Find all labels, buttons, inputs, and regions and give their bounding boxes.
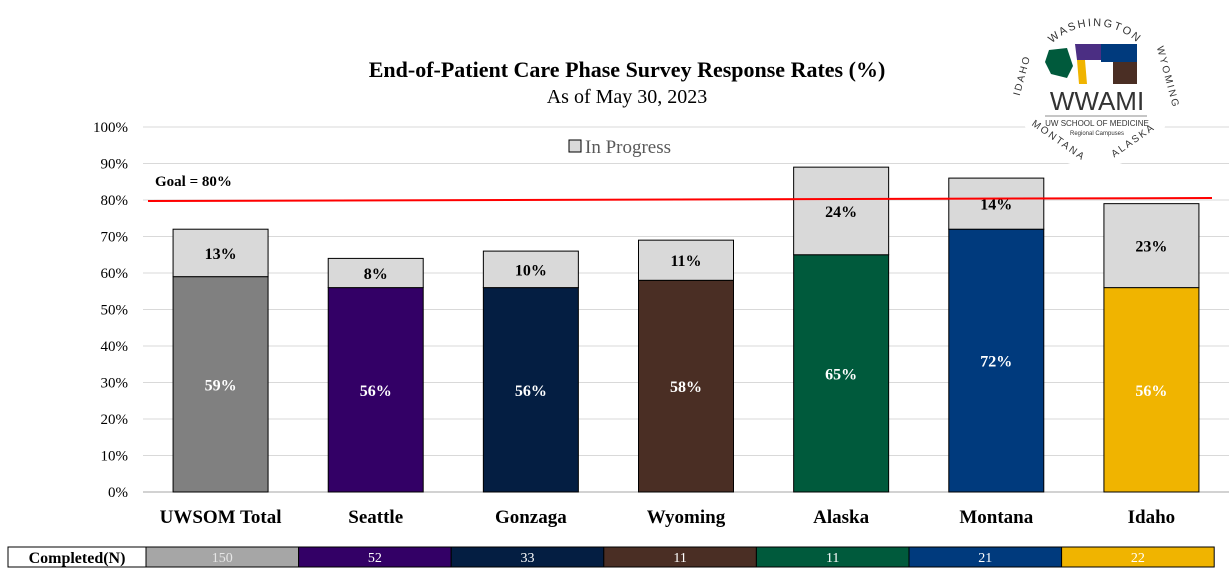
table-cell-value: 52 — [368, 551, 382, 566]
bars: 59% 13% 56% 8% 56% 10% 58% 11% 65% 24% 72% 14% 56% 23… — [172, 166, 1200, 493]
table-cell-value: 150 — [212, 551, 233, 566]
y-tick-label: 20% — [101, 412, 129, 428]
y-tick-label: 10% — [101, 449, 129, 465]
x-category-label: Montana — [959, 507, 1033, 528]
bar-in-progress — [327, 257, 424, 289]
data-label-in-progress: 24% — [825, 204, 857, 221]
wwami-logo: WASHINGTON IDAHO WYOMING MONTANA ALASKA … — [1012, 8, 1181, 168]
data-label-completed: 56% — [515, 383, 547, 400]
data-label-in-progress: 13% — [205, 246, 237, 263]
bar-completed — [1103, 287, 1200, 493]
data-label-in-progress: 8% — [364, 266, 388, 283]
goal-label: Goal = 80% — [155, 174, 232, 190]
data-label-completed: 56% — [1135, 383, 1167, 400]
x-category-label: Wyoming — [647, 507, 726, 528]
data-label-in-progress: 23% — [1135, 239, 1167, 256]
bar-in-progress — [1103, 203, 1200, 289]
table-header: Completed(N) — [29, 550, 126, 567]
logo-map-icon — [1045, 44, 1137, 84]
x-category-label: Seattle — [348, 507, 403, 528]
table-cell — [1061, 546, 1215, 568]
data-label-completed: 65% — [825, 366, 857, 383]
bar-completed — [793, 254, 890, 493]
x-axis-labels: UWSOM Total Seattle Gonzaga Wyoming Alaska Mo… — [160, 507, 1176, 528]
y-tick-label: 40% — [101, 339, 129, 355]
table-cell-value: 33 — [521, 551, 535, 566]
y-tick-label: 0% — [108, 485, 128, 501]
y-axis: 0% 10% 20% 30% 40% 50% 60% 70% 80% 90% 100% — [93, 120, 128, 501]
bar-completed — [948, 228, 1045, 493]
data-label-in-progress: 10% — [515, 262, 547, 279]
data-label-in-progress: 11% — [670, 253, 701, 270]
y-tick-label: 60% — [101, 266, 129, 282]
goal-line-group: Goal = 80% — [147, 174, 1213, 202]
y-tick-label: 80% — [101, 193, 129, 209]
completed-table: Completed(N) 150 52 33 11 11 21 22 — [7, 546, 1215, 568]
table-cell-value: 11 — [673, 551, 686, 566]
logo-name: WWAMI — [1050, 86, 1144, 116]
table-cell-value: 11 — [826, 551, 839, 566]
table-cell-value: 21 — [978, 551, 992, 566]
goal-line — [147, 197, 1213, 202]
bar-completed — [638, 279, 734, 493]
chart-title: End-of-Patient Care Phase Survey Respons… — [369, 57, 886, 82]
legend-swatch-in-progress — [568, 139, 582, 153]
bar-in-progress — [172, 228, 269, 278]
data-label-completed: 58% — [670, 379, 702, 396]
y-tick-label: 50% — [101, 303, 129, 319]
chart-subtitle: As of May 30, 2023 — [547, 86, 708, 108]
data-label-completed: 56% — [360, 383, 392, 400]
y-tick-label: 100% — [93, 120, 128, 136]
bar-completed — [482, 287, 579, 493]
bar-completed — [327, 287, 424, 493]
bar-in-progress — [793, 166, 890, 256]
y-tick-label: 70% — [101, 230, 129, 246]
logo-line1: UW SCHOOL OF MEDICINE — [1045, 119, 1149, 128]
data-label-in-progress: 14% — [980, 197, 1012, 214]
x-category-label: Gonzaga — [495, 507, 567, 528]
x-category-label: UWSOM Total — [160, 507, 282, 528]
x-category-label: Alaska — [813, 507, 869, 528]
x-category-label: Idaho — [1128, 507, 1176, 528]
bar-completed — [172, 276, 269, 493]
y-tick-label: 30% — [101, 376, 129, 392]
data-label-completed: 59% — [205, 377, 237, 394]
bar-in-progress — [482, 250, 579, 289]
legend: In Progress — [568, 137, 671, 158]
data-label-completed: 72% — [980, 354, 1012, 371]
logo-line2: Regional Campuses — [1070, 131, 1124, 137]
table-cell-value: 22 — [1131, 551, 1145, 566]
bar-in-progress — [638, 239, 734, 281]
y-tick-label: 90% — [101, 157, 129, 173]
legend-label-in-progress: In Progress — [585, 137, 671, 158]
bar-in-progress — [948, 177, 1045, 230]
